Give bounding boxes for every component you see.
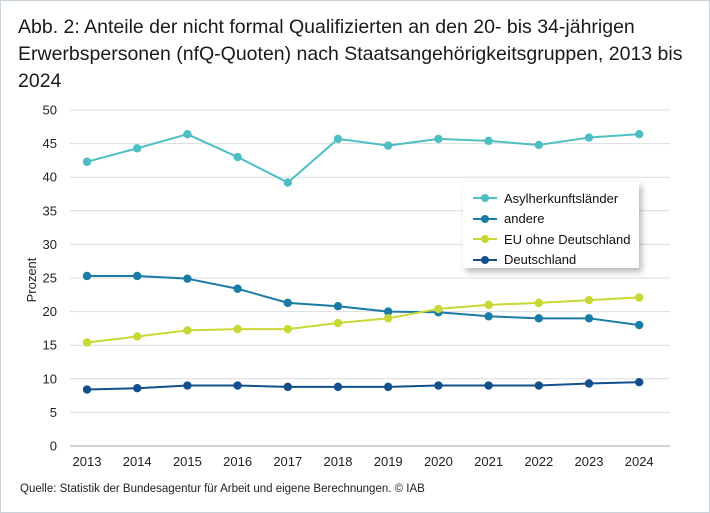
data-point bbox=[484, 381, 493, 390]
data-point bbox=[484, 300, 493, 310]
data-point bbox=[584, 314, 594, 323]
legend-swatch bbox=[473, 233, 497, 245]
data-point bbox=[384, 314, 393, 323]
legend-item: EU ohne Deutschland bbox=[473, 229, 639, 250]
data-point bbox=[183, 326, 192, 335]
y-tick-label: 10 bbox=[43, 371, 57, 386]
data-point bbox=[534, 381, 543, 390]
data-point bbox=[333, 382, 343, 392]
x-axis-ticks: 2013 2014 2015 2016 2017 2018 2019 2020 2021 2022… bbox=[73, 454, 654, 469]
data-point bbox=[233, 324, 242, 334]
data-point bbox=[283, 298, 292, 308]
data-point bbox=[534, 298, 543, 308]
source-note: Quelle: Statistik der Bundesagentur für … bbox=[20, 483, 425, 495]
x-tick-label: 2021 bbox=[474, 454, 503, 469]
series-3 bbox=[82, 377, 644, 394]
series-2 bbox=[82, 293, 644, 347]
data-point bbox=[434, 134, 443, 144]
data-point bbox=[434, 304, 443, 314]
x-tick-label: 2018 bbox=[324, 454, 353, 469]
x-tick-label: 2020 bbox=[424, 454, 453, 469]
data-point bbox=[534, 140, 543, 150]
data-point bbox=[283, 178, 292, 187]
chart-title: Abb. 2: Anteile der nicht formal Qualifi… bbox=[18, 16, 683, 92]
y-tick-label: 45 bbox=[43, 136, 57, 151]
x-tick-label: 2024 bbox=[625, 454, 654, 469]
legend-item: Deutschland bbox=[473, 250, 639, 271]
legend-item: andere bbox=[473, 209, 639, 230]
data-point bbox=[283, 382, 292, 392]
series-layer bbox=[82, 129, 644, 394]
data-point bbox=[233, 381, 242, 390]
legend-swatch bbox=[473, 213, 497, 225]
data-point bbox=[333, 318, 343, 328]
legend-item: Asylherkunftsländer bbox=[473, 188, 639, 209]
data-point bbox=[333, 134, 343, 144]
data-point bbox=[635, 293, 644, 302]
data-point bbox=[484, 312, 493, 321]
legend-label: Asylherkunftsländer bbox=[504, 190, 619, 206]
legend-swatch bbox=[473, 192, 497, 204]
data-point bbox=[584, 295, 594, 305]
chart-legend: Asylherkunftsländer andere EU ohne Deutsch… bbox=[463, 182, 639, 268]
series-line bbox=[86, 296, 640, 344]
y-tick-label: 35 bbox=[43, 203, 57, 218]
data-point bbox=[635, 129, 644, 139]
data-point bbox=[283, 324, 292, 334]
y-tick-label: 50 bbox=[43, 103, 57, 118]
data-point bbox=[82, 271, 92, 281]
data-point bbox=[233, 284, 242, 293]
series-0 bbox=[82, 129, 644, 187]
legend-label: Deutschland bbox=[504, 252, 577, 268]
data-point bbox=[183, 274, 192, 283]
x-tick-label: 2015 bbox=[173, 454, 202, 469]
y-tick-label: 20 bbox=[43, 304, 57, 319]
data-point bbox=[635, 320, 644, 330]
x-tick-label: 2023 bbox=[575, 454, 604, 469]
data-point bbox=[133, 144, 142, 153]
data-point bbox=[384, 307, 393, 316]
legend-swatch bbox=[473, 254, 497, 266]
y-tick-label: 30 bbox=[43, 237, 57, 252]
series-line bbox=[87, 274, 640, 327]
series-1 bbox=[82, 271, 644, 330]
y-tick-label: 25 bbox=[43, 271, 57, 286]
data-point bbox=[133, 332, 142, 341]
data-point bbox=[82, 385, 92, 394]
y-tick-label: 5 bbox=[50, 405, 57, 420]
data-point bbox=[183, 129, 192, 139]
data-point bbox=[434, 381, 443, 390]
y-axis-ticks: 0 5 10 15 20 25 30 35 40 45 50 bbox=[43, 103, 57, 454]
data-point bbox=[133, 384, 142, 393]
data-point bbox=[82, 338, 92, 347]
x-tick-label: 2017 bbox=[273, 454, 302, 469]
data-point bbox=[534, 314, 543, 323]
series-line bbox=[86, 133, 640, 184]
y-tick-label: 0 bbox=[50, 439, 57, 454]
y-axis-label: Prozent bbox=[24, 257, 39, 302]
data-point bbox=[133, 271, 142, 281]
data-point bbox=[183, 381, 192, 390]
data-point bbox=[484, 136, 493, 146]
y-tick-label: 40 bbox=[43, 170, 57, 185]
legend-label: andere bbox=[504, 211, 545, 227]
data-point bbox=[82, 157, 92, 166]
x-tick-label: 2014 bbox=[123, 454, 152, 469]
y-tick-label: 15 bbox=[43, 338, 57, 353]
data-point bbox=[584, 379, 594, 388]
data-point bbox=[384, 141, 393, 150]
data-point bbox=[584, 133, 594, 142]
series-line bbox=[86, 381, 640, 391]
x-tick-label: 2019 bbox=[374, 454, 403, 469]
data-point bbox=[635, 377, 644, 387]
legend-label: EU ohne Deutschland bbox=[504, 231, 631, 247]
data-point bbox=[233, 152, 242, 162]
data-point bbox=[333, 302, 343, 311]
x-tick-label: 2022 bbox=[524, 454, 553, 469]
x-tick-label: 2013 bbox=[73, 454, 102, 469]
data-point bbox=[384, 382, 393, 392]
x-tick-label: 2016 bbox=[223, 454, 252, 469]
